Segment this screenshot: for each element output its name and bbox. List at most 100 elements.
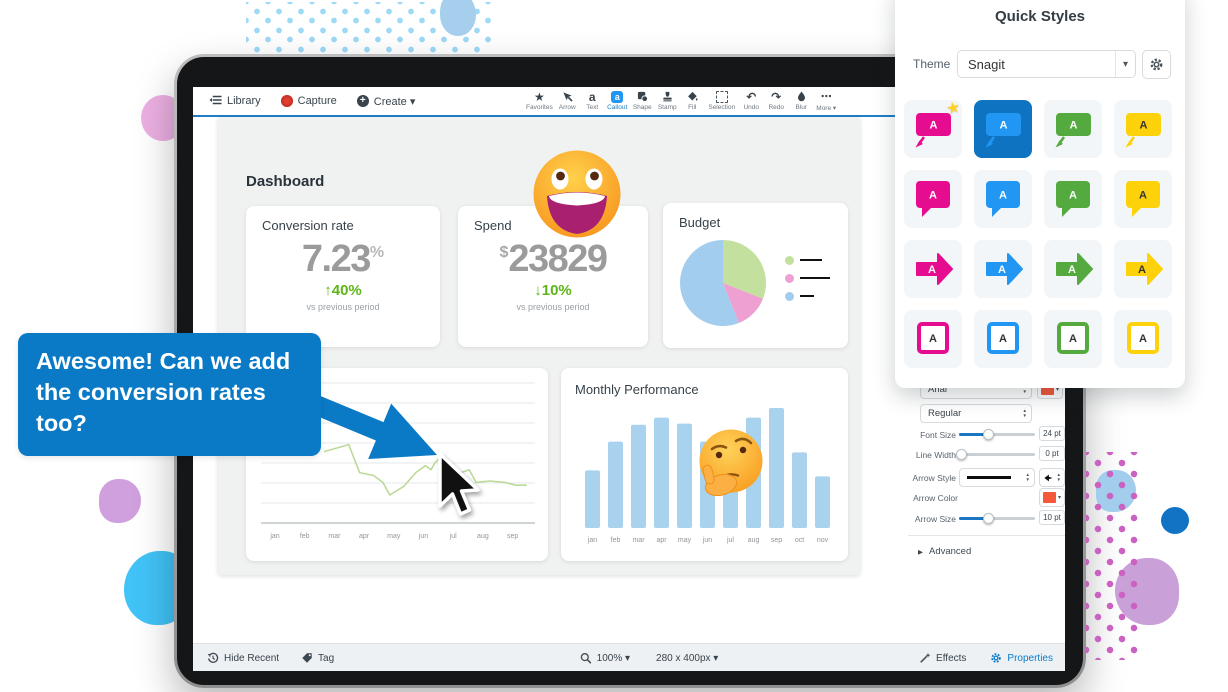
library-button[interactable]: Library [209, 95, 261, 108]
effects-button[interactable]: Effects [919, 652, 966, 664]
arrow-style-select[interactable]: ▲ ▼ [959, 468, 1035, 487]
capture-button[interactable]: Capture [280, 95, 337, 107]
legend-placeholder-line [800, 276, 830, 280]
svg-text:jun: jun [418, 533, 428, 540]
tool-arrow[interactable]: Arrow [557, 90, 578, 111]
tool-stamp[interactable]: Stamp [657, 90, 678, 111]
font-style-select[interactable]: Regular ▲ ▼ [920, 404, 1032, 423]
hide-recent-button[interactable]: Hide Recent [207, 652, 279, 664]
decor-circle-purple [99, 479, 141, 523]
arrow-size-slider[interactable] [959, 512, 1035, 524]
gear-icon [991, 653, 1002, 663]
svg-text:A: A [930, 120, 938, 132]
bar-nov [815, 476, 830, 528]
tool-selection[interactable]: Selection [707, 90, 737, 111]
svg-text:jan: jan [587, 537, 597, 544]
style-swatch-blue-speech-bubble[interactable]: A [974, 170, 1032, 228]
library-label: Library [227, 95, 261, 107]
decor-blob-top-blue [440, 0, 476, 36]
tool-fill[interactable]: Fill [682, 90, 703, 111]
quick-styles-title: Quick Styles [994, 8, 1086, 25]
arrow-size-value[interactable]: 10 pt [1039, 510, 1065, 525]
tool-undo[interactable]: ↶ Undo [743, 89, 759, 112]
zoom-control[interactable]: 100% ▾ [580, 652, 630, 664]
bar-oct [792, 452, 807, 528]
svg-text:A: A [1000, 120, 1008, 132]
style-swatch-blue-square-outline[interactable]: A [974, 310, 1032, 368]
svg-text:jul: jul [726, 537, 734, 544]
caret-down-icon: ▾ [1114, 51, 1135, 77]
style-swatch-yellow-speech-bubble[interactable]: A [1114, 170, 1172, 228]
create-label: Create ▾ [373, 95, 416, 108]
pie-slice-2 [680, 240, 739, 326]
svg-text:A: A [1139, 333, 1147, 345]
advanced-section-toggle[interactable]: ▶ Advanced [908, 535, 1065, 557]
pie-legend [785, 251, 830, 305]
line-width-value[interactable]: 0 pt [1039, 446, 1065, 461]
thinking-emoji-sticker[interactable] [698, 428, 764, 496]
tool-more[interactable]: ⋯ More ▾ [816, 91, 837, 112]
font-size-value[interactable]: 24 pt [1039, 426, 1065, 441]
svg-text:feb: feb [300, 533, 310, 540]
style-swatch-yellow-callout-arrow[interactable]: A [1114, 100, 1172, 158]
style-swatch-green-square-outline[interactable]: A [1044, 310, 1102, 368]
legend-dot [785, 291, 794, 301]
color-chip [1040, 384, 1054, 395]
svg-text:A: A [1070, 120, 1078, 132]
line-width-slider[interactable] [956, 448, 1035, 460]
callout-annotation[interactable]: Awesome! Can we add the conversion rates… [18, 333, 321, 456]
star-icon: ★ [533, 89, 545, 104]
arrow-end-select[interactable]: ▲ ▼ [1039, 468, 1065, 487]
svg-text:may: may [387, 533, 401, 540]
conversion-rate-card: Conversion rate 7.23% ↑40% vs previous p… [246, 206, 440, 347]
happy-emoji-sticker[interactable] [531, 150, 623, 238]
svg-text:apr: apr [359, 533, 370, 540]
style-swatch-pink-square-outline[interactable]: A [904, 310, 962, 368]
stat-value: 23829 [508, 238, 608, 280]
style-swatch-green-speech-bubble[interactable]: A [1044, 170, 1102, 228]
stamp-icon [662, 90, 673, 103]
svg-text:jan: jan [269, 533, 279, 540]
style-swatch-pink-speech-bubble[interactable]: A [904, 170, 962, 228]
canvas-size-control[interactable]: 280 x 400px ▾ [656, 652, 719, 664]
style-swatch-yellow-square-outline[interactable]: A [1114, 310, 1172, 368]
card-title: Spend [474, 218, 512, 233]
tool-redo[interactable]: ↷ Redo [768, 89, 784, 112]
tool-text[interactable]: a Text [586, 89, 599, 112]
style-swatch-yellow-block-arrow[interactable]: A [1114, 240, 1172, 298]
more-ellipsis-icon: ⋯ [820, 91, 832, 103]
effects-wand-icon [920, 652, 931, 663]
svg-text:A: A [1069, 333, 1077, 345]
style-swatch-pink-callout-arrow[interactable]: A ★ [904, 99, 962, 158]
style-swatch-blue-callout-arrow[interactable]: A [974, 100, 1032, 158]
style-swatch-green-callout-arrow[interactable]: A [1044, 100, 1102, 158]
tool-shape[interactable]: Shape [632, 90, 653, 111]
selection-icon [715, 90, 728, 103]
style-swatch-blue-block-arrow[interactable]: A [974, 240, 1032, 298]
theme-select[interactable]: Snagit ▾ [957, 50, 1136, 78]
theme-settings-button[interactable] [1142, 49, 1171, 79]
tool-callout[interactable]: a Callout [607, 90, 628, 111]
properties-button[interactable]: Properties [990, 652, 1053, 664]
decor-dots-right [1086, 452, 1138, 660]
svg-text:A: A [1069, 190, 1077, 202]
style-swatch-green-block-arrow[interactable]: A [1044, 240, 1102, 298]
bar-may [677, 423, 692, 528]
tool-blur[interactable]: Blur [791, 90, 812, 111]
tool-favorites[interactable]: ★ Favorites [526, 89, 553, 112]
svg-text:A: A [1140, 120, 1148, 132]
callout-icon: a [611, 90, 624, 103]
font-size-slider[interactable] [959, 428, 1035, 440]
pie-slice-0 [723, 240, 767, 299]
gear-icon [1150, 58, 1163, 70]
create-button[interactable]: + Create ▾ [356, 95, 416, 108]
arrowhead-icon [1044, 474, 1053, 481]
bar-mar [631, 424, 646, 528]
arrow-color-button[interactable]: ▾ [1039, 488, 1065, 507]
svg-text:A: A [1139, 190, 1147, 202]
magnifier-icon [580, 653, 592, 664]
style-swatch-pink-block-arrow[interactable]: A [904, 240, 962, 298]
stepper-icon: ▲▼ [1056, 472, 1061, 482]
svg-text:A: A [998, 264, 1006, 276]
tag-button[interactable]: Tag [301, 652, 334, 664]
